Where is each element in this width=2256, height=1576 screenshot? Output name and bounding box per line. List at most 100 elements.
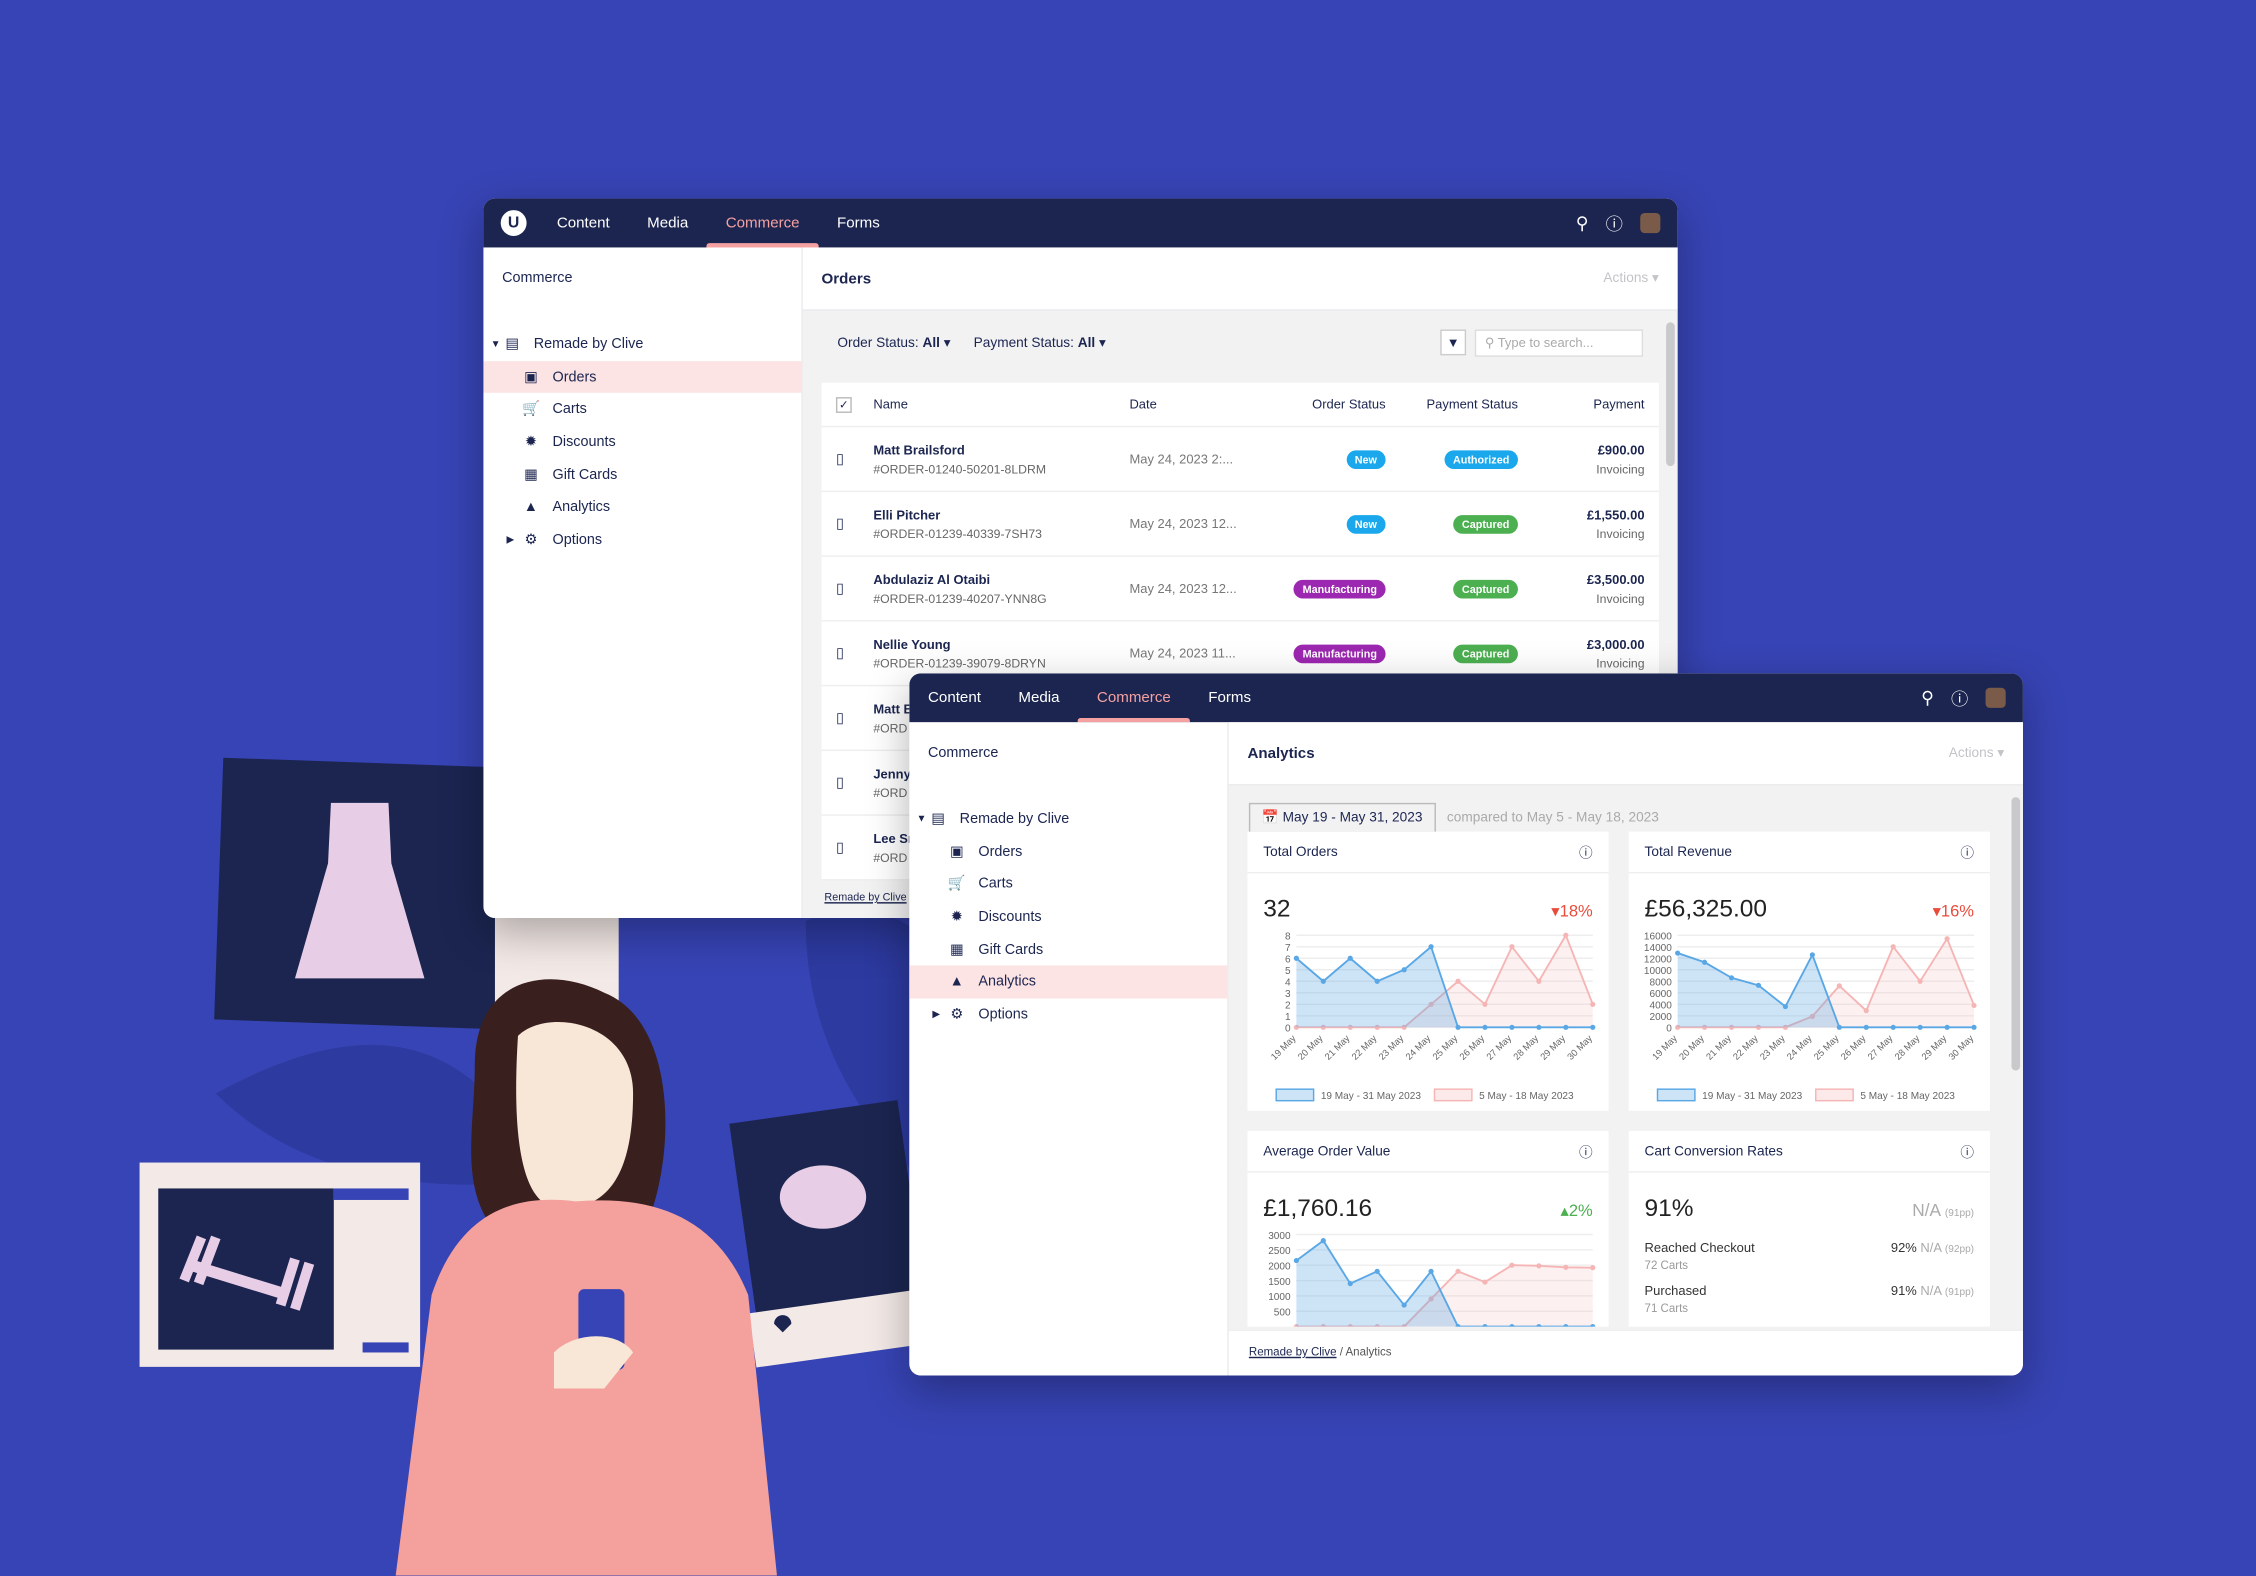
page-title: Analytics	[1247, 744, 1315, 762]
sidebar-item-options[interactable]: ▶ ⚙ Options	[483, 524, 801, 557]
select-all-checkbox[interactable]: ✓	[835, 396, 852, 413]
data-point	[1455, 1024, 1461, 1030]
breadcrumb-link[interactable]: Remade by Clive	[1248, 1345, 1337, 1359]
nav-forms[interactable]: Forms	[836, 214, 880, 232]
caret-right-icon[interactable]: ▶	[506, 535, 515, 546]
series-area	[1296, 935, 1593, 1028]
nav-content[interactable]: Content	[556, 214, 610, 232]
sidebar-item-label: Analytics	[552, 499, 611, 516]
scrollbar[interactable]	[1666, 322, 1675, 467]
col-name[interactable]: Name	[873, 397, 908, 412]
caret-right-icon[interactable]: ▶	[932, 1010, 941, 1021]
y-tick-label: 7	[1285, 943, 1291, 954]
y-tick-label: 2000	[1649, 1012, 1672, 1023]
scrollbar[interactable]	[2011, 797, 2021, 1071]
y-tick-label: 4000	[1649, 1001, 1672, 1012]
filter-button[interactable]: ▼	[1440, 329, 1467, 356]
data-point	[1836, 1024, 1842, 1030]
caret-down-icon[interactable]: ▼	[490, 339, 501, 350]
nav-commerce[interactable]: Commerce	[707, 199, 819, 248]
order-date: May 24, 2023 2:...	[1129, 451, 1234, 467]
help-icon[interactable]: ⓘ	[1950, 688, 1969, 709]
col-order-status[interactable]: Order Status	[1312, 397, 1386, 412]
order-date: May 24, 2023 12...	[1129, 581, 1237, 596]
sidebar-item-analytics[interactable]: ▲ Analytics	[909, 966, 1228, 999]
data-point	[1809, 952, 1815, 958]
avatar[interactable]	[1985, 687, 2006, 708]
card-title: Average Order Value	[1263, 1143, 1391, 1159]
data-point	[1347, 955, 1353, 961]
sidebar-item-gift-cards[interactable]: ▦ Gift Cards	[909, 933, 1227, 966]
sidebar-item-discounts[interactable]: ✹ Discounts	[483, 426, 801, 459]
sidebar-item-analytics[interactable]: ▲ Analytics	[483, 491, 801, 524]
sidebar-item-discounts[interactable]: ✹ Discounts	[909, 901, 1227, 934]
nav-commerce[interactable]: Commerce	[1078, 673, 1191, 723]
table-row[interactable]: ▯ Elli Pitcher #ORDER-01239-40339-7SH73 M…	[821, 492, 1659, 557]
y-tick-label: 1500	[1268, 1277, 1291, 1288]
table-header: ✓ Name Date Order Status Payment Status …	[821, 383, 1659, 428]
caret-down-icon[interactable]: ▼	[916, 814, 927, 825]
data-point	[1675, 950, 1681, 956]
search-input[interactable]: ⚲ Type to search...	[1474, 328, 1644, 357]
col-payment[interactable]: Payment	[1593, 397, 1645, 412]
nav-media[interactable]: Media	[1018, 689, 1060, 707]
analytics-window: Content Media Commerce Forms ⚲ ⓘ Commerce…	[909, 673, 2023, 1376]
sidebar-item-orders[interactable]: ▣ Orders	[909, 835, 1227, 868]
info-icon[interactable]: ⓘ	[1960, 1145, 1975, 1162]
sidebar-item-carts[interactable]: 🛒 Carts	[483, 393, 801, 426]
table-row[interactable]: ▯ Abdulaziz Al Otaibi #ORDER-01239-40207-…	[821, 557, 1659, 622]
table-row[interactable]: ▯ Matt Brailsford #ORDER-01240-50201-8LDR…	[821, 427, 1659, 493]
sidebar-item-label: Carts	[978, 876, 1013, 893]
series-area	[1296, 1265, 1593, 1327]
y-tick-label: 0	[1285, 1024, 1291, 1035]
actions-button[interactable]: Actions ▾	[1603, 270, 1659, 287]
search-icon[interactable]: ⚲	[1921, 687, 1934, 708]
tree-store[interactable]: ▼ ▤ Remade by Clive	[909, 803, 1227, 836]
data-point	[1782, 1003, 1789, 1010]
umbraco-logo[interactable]: U	[500, 210, 527, 236]
help-icon[interactable]: ⓘ	[1605, 213, 1623, 234]
x-tick-label: 19 May	[1650, 1033, 1679, 1062]
sidebar-item-label: Options	[978, 1007, 1028, 1023]
data-point	[1293, 1024, 1299, 1030]
data-point	[1455, 978, 1461, 984]
data-point	[1563, 1264, 1569, 1270]
col-payment-status[interactable]: Payment Status	[1426, 397, 1518, 412]
date-range-picker[interactable]: 📅 May 19 - May 31, 2023	[1248, 802, 1436, 834]
customer-name[interactable]: Abdulaziz Al Otaibi	[873, 571, 991, 587]
nav-forms[interactable]: Forms	[1208, 689, 1252, 707]
customer-name[interactable]: Jenny	[873, 766, 911, 781]
sidebar-item-orders[interactable]: ▣ Orders	[483, 360, 802, 394]
nav-content[interactable]: Content	[928, 689, 981, 707]
y-tick-label: 12000	[1644, 955, 1672, 966]
col-date[interactable]: Date	[1129, 397, 1157, 412]
customer-name[interactable]: Lee Sn	[873, 830, 916, 846]
actions-button[interactable]: Actions ▾	[1948, 745, 2005, 762]
info-icon[interactable]: ⓘ	[1579, 1145, 1593, 1162]
y-tick-label: 8	[1285, 932, 1291, 943]
breadcrumb-link[interactable]: Remade by Clive	[824, 890, 907, 904]
sidebar-item-options[interactable]: ▶ ⚙ Options	[909, 999, 1227, 1032]
tree-store[interactable]: ▼ ▤ Remade by Clive	[483, 328, 801, 361]
series-line	[1296, 1264, 1593, 1327]
data-point	[1701, 959, 1708, 965]
sidebar-item-carts[interactable]: 🛒 Carts	[909, 868, 1227, 901]
customer-name[interactable]: Matt Brailsford	[873, 442, 965, 457]
customer-name[interactable]: Elli Pitcher	[873, 507, 941, 522]
customer-name[interactable]: Matt B	[873, 701, 913, 716]
order-status-filter[interactable]: Order Status: All ▾	[837, 334, 951, 351]
customer-name[interactable]: Nellie Young	[873, 636, 951, 652]
info-icon[interactable]: ⓘ	[1960, 846, 1975, 862]
series-line	[1296, 933, 1594, 1029]
payment-status-filter[interactable]: Payment Status: All ▾	[973, 334, 1106, 351]
x-tick-label: 26 May	[1458, 1033, 1487, 1062]
nav-media[interactable]: Media	[647, 214, 689, 232]
sidebar-item-gift-cards[interactable]: ▦ Gift Cards	[483, 459, 801, 492]
avatar[interactable]	[1640, 212, 1661, 234]
payment-status-badge: Captured	[1453, 514, 1518, 534]
info-icon[interactable]: ⓘ	[1579, 846, 1593, 862]
order-id: #ORD	[873, 784, 908, 800]
order-date: May 24, 2023 11...	[1129, 646, 1236, 661]
search-icon[interactable]: ⚲	[1575, 212, 1589, 234]
